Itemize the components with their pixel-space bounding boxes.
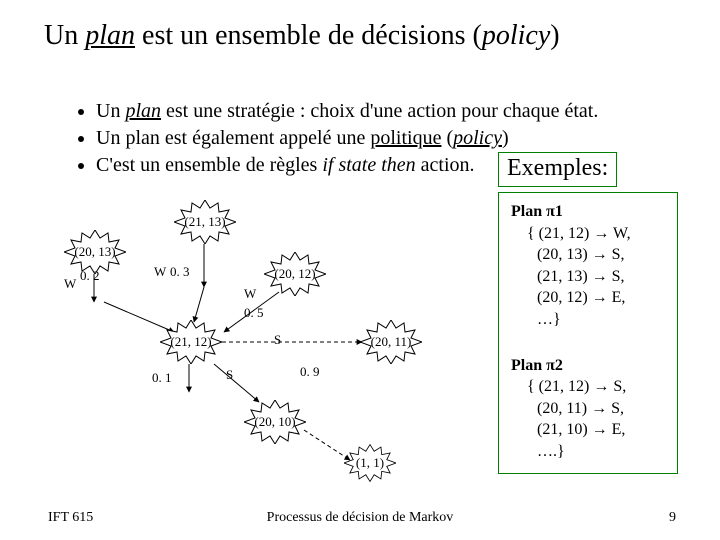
node-1-1: (1, 1) (344, 444, 396, 482)
exemples-label: Exemples: (507, 155, 608, 181)
footer-center: Processus de décision de Markov (0, 510, 720, 526)
footer-right: 9 (669, 510, 676, 526)
title-policy: policy (482, 20, 550, 51)
plans-box: Plan π1 { (21, 12) → W, (20, 13) → S, (2… (498, 192, 678, 474)
edge-e7: S (226, 367, 233, 383)
plan2-lines: { (21, 12) → S, (20, 11) → S, (21, 10) →… (511, 376, 665, 462)
plan1-lines: { (21, 12) → W, (20, 13) → S, (21, 13) →… (511, 223, 665, 331)
edge-e8: 0. 9 (300, 364, 320, 380)
edge-e5: S (274, 332, 281, 348)
bullet-1: Un plan est une stratégie : choix d'une … (96, 100, 598, 123)
node-20-12: (20, 12) (264, 252, 326, 296)
title-close: ) (550, 20, 559, 51)
exemples-box: Exemples: (498, 152, 617, 187)
plan2-heading: Plan π2 (511, 355, 665, 377)
diagram: (20, 13) (21, 13) (20, 12) (21, 12) (20,… (44, 192, 484, 502)
edge-e3: W (244, 286, 256, 302)
node-21-12: (21, 12) (160, 320, 222, 364)
edge-e4: 0. 5 (244, 305, 264, 321)
node-20-10: (20, 10) (244, 400, 306, 444)
bullet-2: Un plan est également appelé une politiq… (96, 127, 598, 150)
title-prefix: Un (44, 20, 85, 51)
plan1-heading: Plan π1 (511, 201, 665, 223)
title-suffix: est un ensemble de décisions ( (135, 20, 482, 51)
slide-title: Un plan est un ensemble de décisions (po… (44, 20, 560, 52)
node-20-11: (20, 11) (360, 320, 422, 364)
edge-e1: W 0. 2 (80, 268, 100, 284)
edge-e6: 0. 1 (152, 370, 172, 386)
node-21-13: (21, 13) (174, 200, 236, 244)
edge-e2: W 0. 3 (170, 264, 190, 280)
title-plan: plan (85, 20, 135, 51)
